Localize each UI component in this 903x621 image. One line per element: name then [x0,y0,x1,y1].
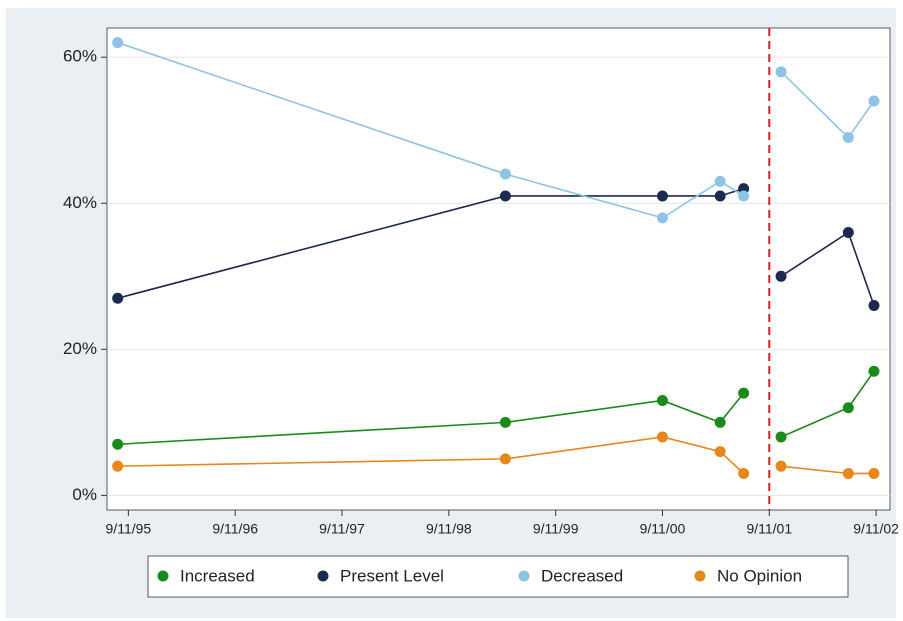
data-point [499,453,511,465]
data-point [775,270,787,282]
data-point [842,467,854,479]
legend-marker [518,570,530,582]
data-point [499,168,511,180]
data-point [842,132,854,144]
y-tick-label: 0% [72,485,97,504]
legend-label: Decreased [541,566,623,585]
data-point [112,460,124,472]
data-point [499,190,511,202]
data-point [112,292,124,304]
data-point [714,175,726,187]
legend-marker [157,570,169,582]
x-tick-label: 9/11/00 [640,521,686,537]
legend-box [147,555,849,598]
data-point [775,460,787,472]
data-point [656,212,668,224]
data-point [656,190,668,202]
y-tick-label: 40% [63,193,97,212]
x-tick-label: 9/11/99 [533,521,579,537]
data-point [868,365,880,377]
data-point [842,402,854,414]
data-point [868,300,880,312]
data-point [738,467,750,479]
x-tick-label: 9/11/98 [426,521,472,537]
data-point [714,190,726,202]
x-tick-label: 9/11/01 [746,521,792,537]
x-tick-label: 9/11/96 [212,521,258,537]
data-point [112,37,124,49]
data-point [656,394,668,406]
data-point [775,66,787,78]
legend-marker [694,570,706,582]
data-point [656,431,668,443]
data-point [499,416,511,428]
legend-label: Increased [180,566,255,585]
data-point [714,446,726,458]
data-point [714,416,726,428]
data-point [868,95,880,107]
legend-label: Present Level [340,566,444,585]
data-point [868,467,880,479]
x-tick-label: 9/11/95 [106,521,152,537]
data-point [112,438,124,450]
data-point [775,431,787,443]
plot-area [106,27,891,511]
data-point [738,190,750,202]
x-tick-label: 9/11/97 [319,521,365,537]
data-point [738,387,750,399]
y-tick-label: 20% [63,339,97,358]
x-tick-label: 9/11/02 [853,521,899,537]
y-tick-label: 60% [63,47,97,66]
legend-label: No Opinion [717,566,802,585]
data-point [842,226,854,238]
legend-marker [317,570,329,582]
